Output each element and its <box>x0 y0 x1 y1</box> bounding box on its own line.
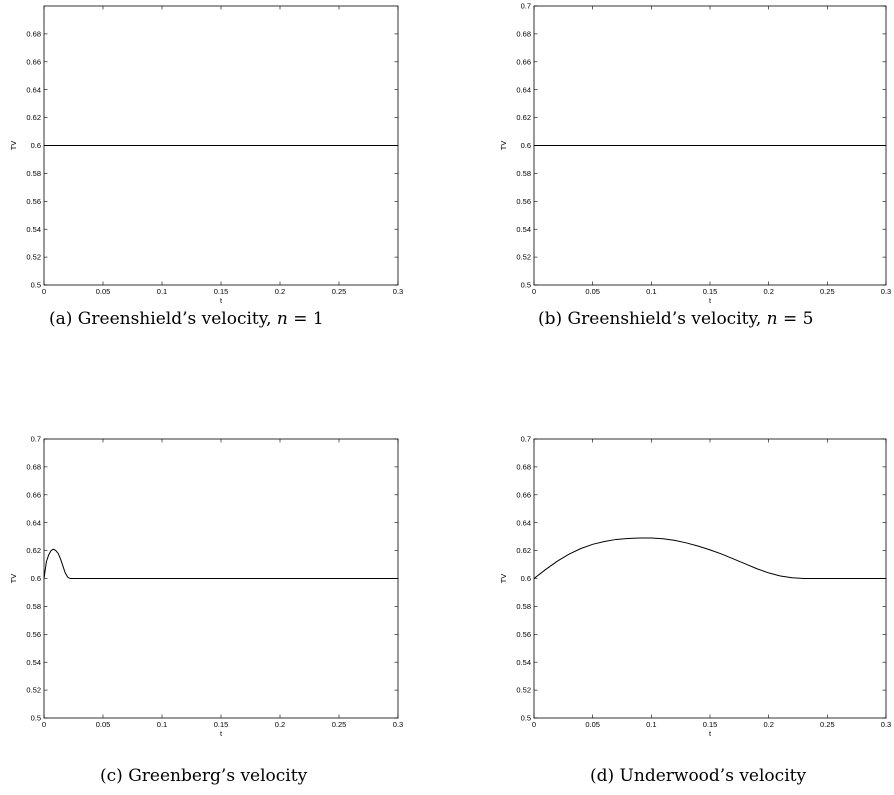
chart-b-y-tick-label: 0.52 <box>516 253 531 262</box>
chart-c-x-tick-label: 0.1 <box>157 720 167 729</box>
chart-d-x-tick-label: 0.2 <box>763 720 773 729</box>
chart-c-x-tick-label: 0.15 <box>214 720 229 729</box>
chart-a-x-tick-label: 0.15 <box>214 287 229 296</box>
chart-a-y-tick-label: 0.58 <box>26 169 41 178</box>
chart-b-x-tick-label: 0.3 <box>881 287 891 296</box>
chart-c-y-tick-label: 0.64 <box>26 518 41 527</box>
caption-c: (c) Greenberg’s velocity <box>100 766 308 786</box>
chart-d-x-tick-label: 0 <box>532 720 536 729</box>
chart-d-y-tick-label: 0.64 <box>516 518 531 527</box>
chart-c-y-tick-label: 0.6 <box>31 574 41 583</box>
chart-c-x-tick-label: 0.25 <box>332 720 347 729</box>
chart-a-y-tick-label: 0.66 <box>26 57 41 66</box>
chart-c-y-tick-label: 0.54 <box>26 658 41 667</box>
chart-a-x-tick-label: 0 <box>42 287 46 296</box>
chart-d-y-axis-label: TV <box>499 574 508 584</box>
chart-b-y-tick-label: 0.66 <box>516 57 531 66</box>
chart-b-y-tick-label: 0.6 <box>521 141 531 150</box>
chart-c-y-axis-label: TV <box>9 574 18 584</box>
caption-a: (a) Greenshield’s velocity, n = 1 <box>49 309 324 329</box>
chart-c-y-tick-label: 0.68 <box>26 463 41 472</box>
chart-b-y-tick-label: 0.64 <box>516 85 531 94</box>
chart-d-y-tick-label: 0.62 <box>516 546 531 555</box>
chart-a-x-tick-label: 0.25 <box>332 287 347 296</box>
chart-c-x-axis-label: t <box>220 729 223 738</box>
chart-c-y-tick-label: 0.66 <box>26 490 41 499</box>
chart-d-x-tick-label: 0.25 <box>820 720 835 729</box>
chart-d-y-tick-label: 0.66 <box>516 490 531 499</box>
chart-a-y-tick-label: 0.5 <box>31 281 41 290</box>
chart-c-y-tick-label: 0.56 <box>26 630 41 639</box>
chart-b: 0 0.05 0.1 0.15 0.2 0.25 0.3 0.5 0.52 0.54 0.56 0.5… <box>499 2 891 305</box>
chart-d-y-tick-label: 0.58 <box>516 602 531 611</box>
chart-a-y-tick-label: 0.52 <box>26 253 41 262</box>
chart-a-x-tick-label: 0.2 <box>275 287 285 296</box>
chart-a-y-tick-label: 0.54 <box>26 225 41 234</box>
chart-d-y-tick-label: 0.56 <box>516 630 531 639</box>
chart-c-y-tick-label: 0.7 <box>31 435 41 444</box>
chart-b-y-tick-label: 0.54 <box>516 225 531 234</box>
chart-d-x-tick-label: 0.1 <box>646 720 656 729</box>
chart-d: 0 0.05 0.1 0.15 0.2 0.25 0.3 0.5 0.52 0.54 0.56 0.5… <box>499 435 891 738</box>
chart-a-y-tick-label: 0.6 <box>31 141 41 150</box>
chart-d-y-tick-label: 0.7 <box>521 435 531 444</box>
chart-d-x-tick-label: 0.15 <box>703 720 718 729</box>
chart-c-series-line <box>43 548 398 579</box>
chart-d-y-tick-label: 0.68 <box>516 463 531 472</box>
chart-b-x-tick-label: 0.2 <box>763 287 773 296</box>
chart-a-x-tick-label: 0.05 <box>96 287 111 296</box>
chart-b-y-tick-label: 0.62 <box>516 113 531 122</box>
chart-a-y-tick-label: 0.62 <box>26 113 41 122</box>
chart-b-y-tick-label: 0.58 <box>516 169 531 178</box>
chart-b-x-tick-label: 0.1 <box>646 287 656 296</box>
chart-d-x-axis-label: t <box>709 729 712 738</box>
caption-b: (b) Greenshield’s velocity, n = 5 <box>538 309 814 329</box>
chart-b-x-tick-label: 0.15 <box>703 287 718 296</box>
chart-c-x-tick-label: 0.05 <box>96 720 111 729</box>
chart-b-y-tick-label: 0.56 <box>516 197 531 206</box>
chart-d-y-tick-label: 0.54 <box>516 658 531 667</box>
chart-b-x-axis-label: t <box>709 296 712 305</box>
chart-d-y-tick-label: 0.6 <box>521 574 531 583</box>
chart-c-x-tick-label: 0 <box>42 720 46 729</box>
caption-d: (d) Underwood’s velocity <box>590 766 807 786</box>
chart-a-x-axis-label: t <box>220 296 223 305</box>
chart-b-x-tick-label: 0 <box>532 287 536 296</box>
chart-c: 0 0.05 0.1 0.15 0.2 0.25 0.3 0.5 0.52 0.54 0.56 0.5… <box>9 435 403 738</box>
chart-b-y-tick-label: 0.5 <box>521 281 531 290</box>
chart-a-y-tick-label: 0.56 <box>26 197 41 206</box>
chart-d-series-line <box>533 537 886 579</box>
chart-a-y-tick-label: 0.64 <box>26 85 41 94</box>
chart-c-x-tick-label: 0.3 <box>393 720 403 729</box>
chart-c-y-tick-label: 0.52 <box>26 686 41 695</box>
chart-d-y-tick-label: 0.52 <box>516 686 531 695</box>
chart-a-y-tick-label: 0.68 <box>26 30 41 39</box>
chart-a: 0 0.05 0.1 0.15 0.2 0.25 0.3 0.5 0.52 0.54 0.56 0.5… <box>9 5 403 305</box>
chart-b-x-tick-label: 0.25 <box>820 287 835 296</box>
chart-b-x-tick-label: 0.05 <box>585 287 600 296</box>
chart-b-y-tick-label: 0.7 <box>521 2 531 11</box>
chart-c-y-tick-label: 0.58 <box>26 602 41 611</box>
chart-c-y-tick-label: 0.5 <box>31 714 41 723</box>
chart-c-x-tick-label: 0.2 <box>275 720 285 729</box>
chart-b-y-axis-label: TV <box>499 141 508 151</box>
chart-a-x-tick-label: 0.3 <box>393 287 403 296</box>
chart-a-y-axis-label: TV <box>9 141 18 151</box>
chart-a-x-tick-label: 0.1 <box>157 287 167 296</box>
chart-d-y-tick-label: 0.5 <box>521 714 531 723</box>
chart-d-x-tick-label: 0.3 <box>881 720 891 729</box>
chart-d-x-tick-label: 0.05 <box>585 720 600 729</box>
chart-c-y-tick-label: 0.62 <box>26 546 41 555</box>
chart-b-y-tick-label: 0.68 <box>516 30 531 39</box>
